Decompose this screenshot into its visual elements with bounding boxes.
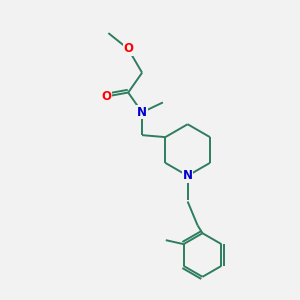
- Text: O: O: [101, 90, 111, 103]
- Text: N: N: [183, 169, 193, 182]
- Text: O: O: [123, 42, 133, 56]
- Text: N: N: [137, 106, 147, 119]
